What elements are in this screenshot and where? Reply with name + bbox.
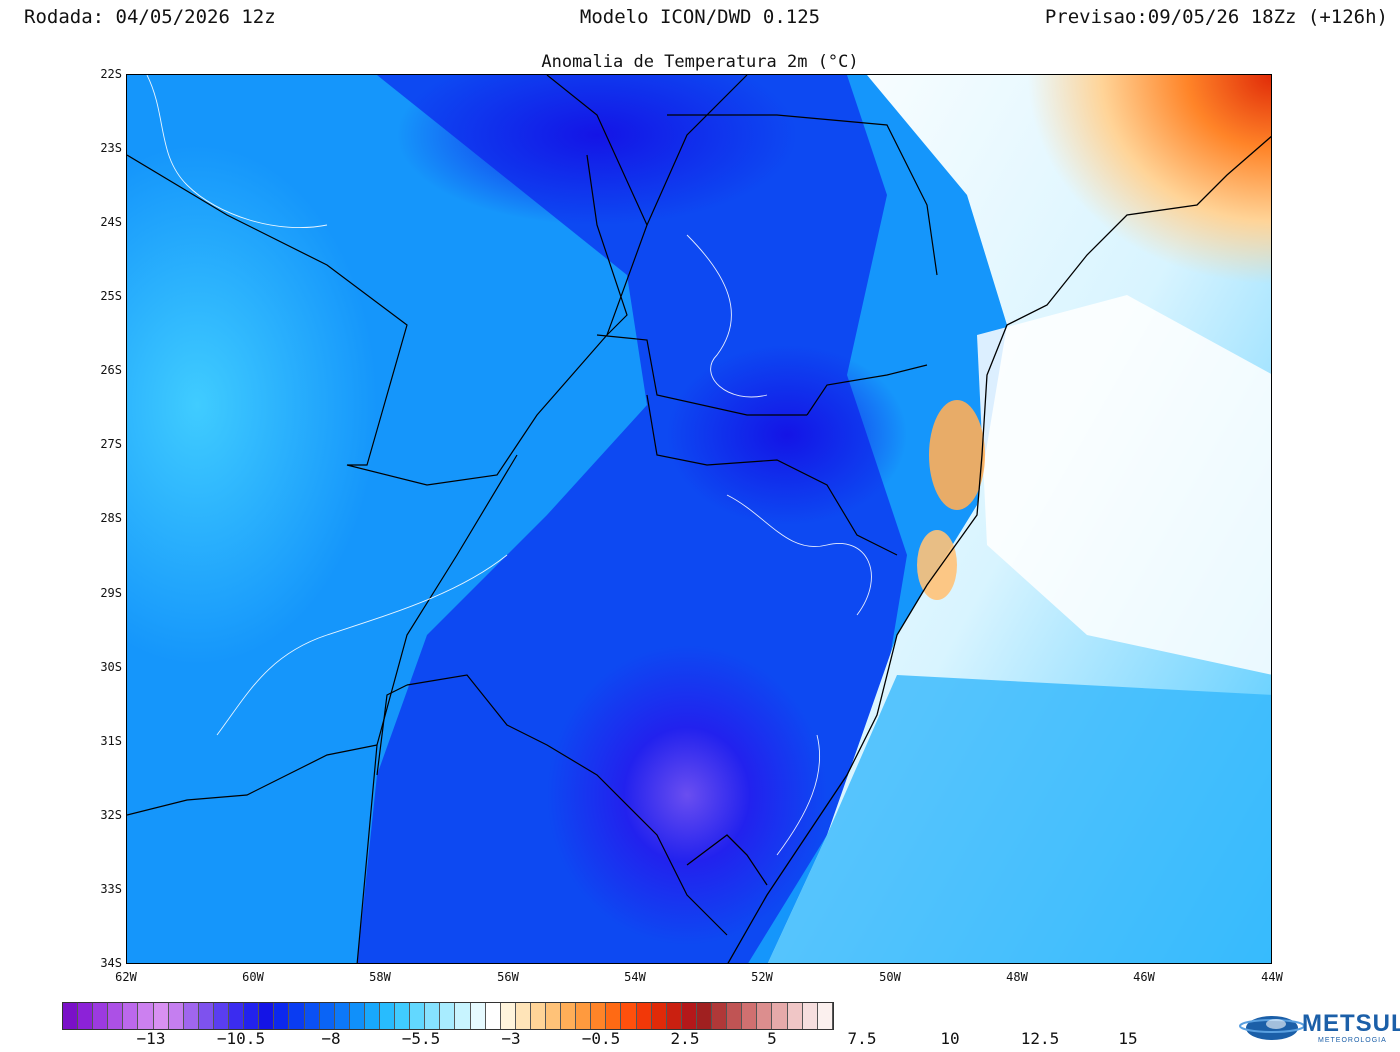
colorbar-label: −5.5 [401, 1029, 441, 1048]
colorbar-swatch [500, 1003, 516, 1029]
colorbar-swatch [319, 1003, 335, 1029]
lat-label: 25S [100, 289, 122, 303]
lat-label: 34S [100, 956, 122, 970]
colorbar-swatch [742, 1003, 758, 1029]
colorbar-swatch [455, 1003, 471, 1029]
anomaly-field [127, 75, 1271, 963]
lon-label: 60W [242, 970, 264, 984]
colorbar-swatch [183, 1003, 199, 1029]
logo-wordmark: METSUL [1302, 1010, 1400, 1037]
colorbar-swatch [485, 1003, 501, 1029]
colorbar-swatch [757, 1003, 773, 1029]
lat-label: 32S [100, 808, 122, 822]
lon-label: 56W [497, 970, 519, 984]
colorbar-label: −13 [136, 1029, 166, 1048]
temperature-anomaly-map [126, 74, 1272, 964]
colorbar-label: −0.5 [581, 1029, 621, 1048]
colorbar-swatch [198, 1003, 214, 1029]
lon-label: 48W [1006, 970, 1028, 984]
lon-label: 54W [624, 970, 646, 984]
colorbar-swatch [802, 1003, 818, 1029]
colorbar-swatch [712, 1003, 728, 1029]
metsul-logo-icon [1239, 1016, 1305, 1040]
colorbar-swatch [425, 1003, 441, 1029]
colorbar-swatch [546, 1003, 562, 1029]
colorbar-label: −3 [501, 1029, 521, 1048]
colorbar-swatch [108, 1003, 124, 1029]
colorbar-swatch [213, 1003, 230, 1029]
colorbar-swatch [229, 1003, 245, 1029]
lon-label: 50W [879, 970, 901, 984]
lat-label: 31S [100, 734, 122, 748]
colorbar-label: 12.5 [1020, 1029, 1060, 1048]
lat-label: 33S [100, 882, 122, 896]
logo-tagline: METEOROLOGIA [1318, 1037, 1387, 1044]
lon-label: 46W [1133, 970, 1155, 984]
colorbar-label: 15 [1118, 1029, 1138, 1048]
colorbar-swatch [681, 1003, 697, 1029]
colorbar-swatch [93, 1003, 109, 1029]
lon-label: 58W [369, 970, 391, 984]
lat-label: 30S [100, 660, 122, 674]
colorbar-label: 2.5 [670, 1029, 700, 1048]
colorbar-swatch [530, 1003, 546, 1029]
lon-label: 52W [751, 970, 773, 984]
colorbar-swatch [621, 1003, 637, 1029]
colorbar-swatch [63, 1003, 79, 1029]
colorbar-swatch [349, 1003, 365, 1029]
colorbar-swatch [153, 1003, 169, 1029]
colorbar-swatch [78, 1003, 94, 1029]
colorbar [62, 1002, 834, 1030]
colorbar-label: −8 [321, 1029, 341, 1048]
colorbar-swatch [138, 1003, 154, 1029]
lat-label: 26S [100, 363, 122, 377]
colorbar-swatch [259, 1003, 275, 1029]
lon-label: 44W [1261, 970, 1283, 984]
lat-label: 24S [100, 215, 122, 229]
colorbar-swatch [787, 1003, 803, 1029]
lat-label: 28S [100, 511, 122, 525]
colorbar-swatch [440, 1003, 456, 1029]
colorbar-swatch [304, 1003, 320, 1029]
colorbar-swatch [606, 1003, 622, 1029]
colorbar-swatch [410, 1003, 426, 1029]
lat-label: 29S [100, 586, 122, 600]
colorbar-swatch [727, 1003, 743, 1029]
colorbar-swatch [576, 1003, 592, 1029]
colorbar-swatch [334, 1003, 350, 1029]
colorbar-label: 5 [767, 1029, 777, 1048]
colorbar-swatch [651, 1003, 667, 1029]
colorbar-swatch [561, 1003, 577, 1029]
colorbar-swatch [666, 1003, 682, 1029]
lat-label: 27S [100, 437, 122, 451]
run-time-label: Rodada: 04/05/2026 12z [24, 6, 276, 28]
colorbar-swatch [395, 1003, 411, 1029]
political-borders [127, 75, 938, 963]
colorbar-swatch [168, 1003, 184, 1029]
map-title: Anomalia de Temperatura 2m (°C) [541, 52, 859, 72]
lat-label: 22S [100, 67, 122, 81]
coastline [686, 135, 1271, 963]
colorbar-swatch [289, 1003, 305, 1029]
colorbar-label: 10 [940, 1029, 960, 1048]
colorbar-swatch [772, 1003, 788, 1029]
colorbar-swatch [591, 1003, 607, 1029]
colorbar-swatch [817, 1003, 833, 1029]
colorbar-label: −10.5 [216, 1029, 266, 1048]
colorbar-swatch [515, 1003, 531, 1029]
colorbar-swatch [636, 1003, 652, 1029]
lat-label: 23S [100, 141, 122, 155]
colorbar-swatch [470, 1003, 486, 1029]
model-label: Modelo ICON/DWD 0.125 [579, 6, 821, 28]
colorbar-swatch [379, 1003, 396, 1029]
colorbar-swatch [123, 1003, 139, 1029]
colorbar-swatch [696, 1003, 713, 1029]
colorbar-swatch [274, 1003, 290, 1029]
lon-label: 62W [115, 970, 137, 984]
colorbar-swatch [244, 1003, 260, 1029]
colorbar-label: 7.5 [847, 1029, 877, 1048]
forecast-time-label: Previsao:09/05/26 18Zz (+126h) [1044, 6, 1388, 28]
colorbar-swatch [364, 1003, 380, 1029]
